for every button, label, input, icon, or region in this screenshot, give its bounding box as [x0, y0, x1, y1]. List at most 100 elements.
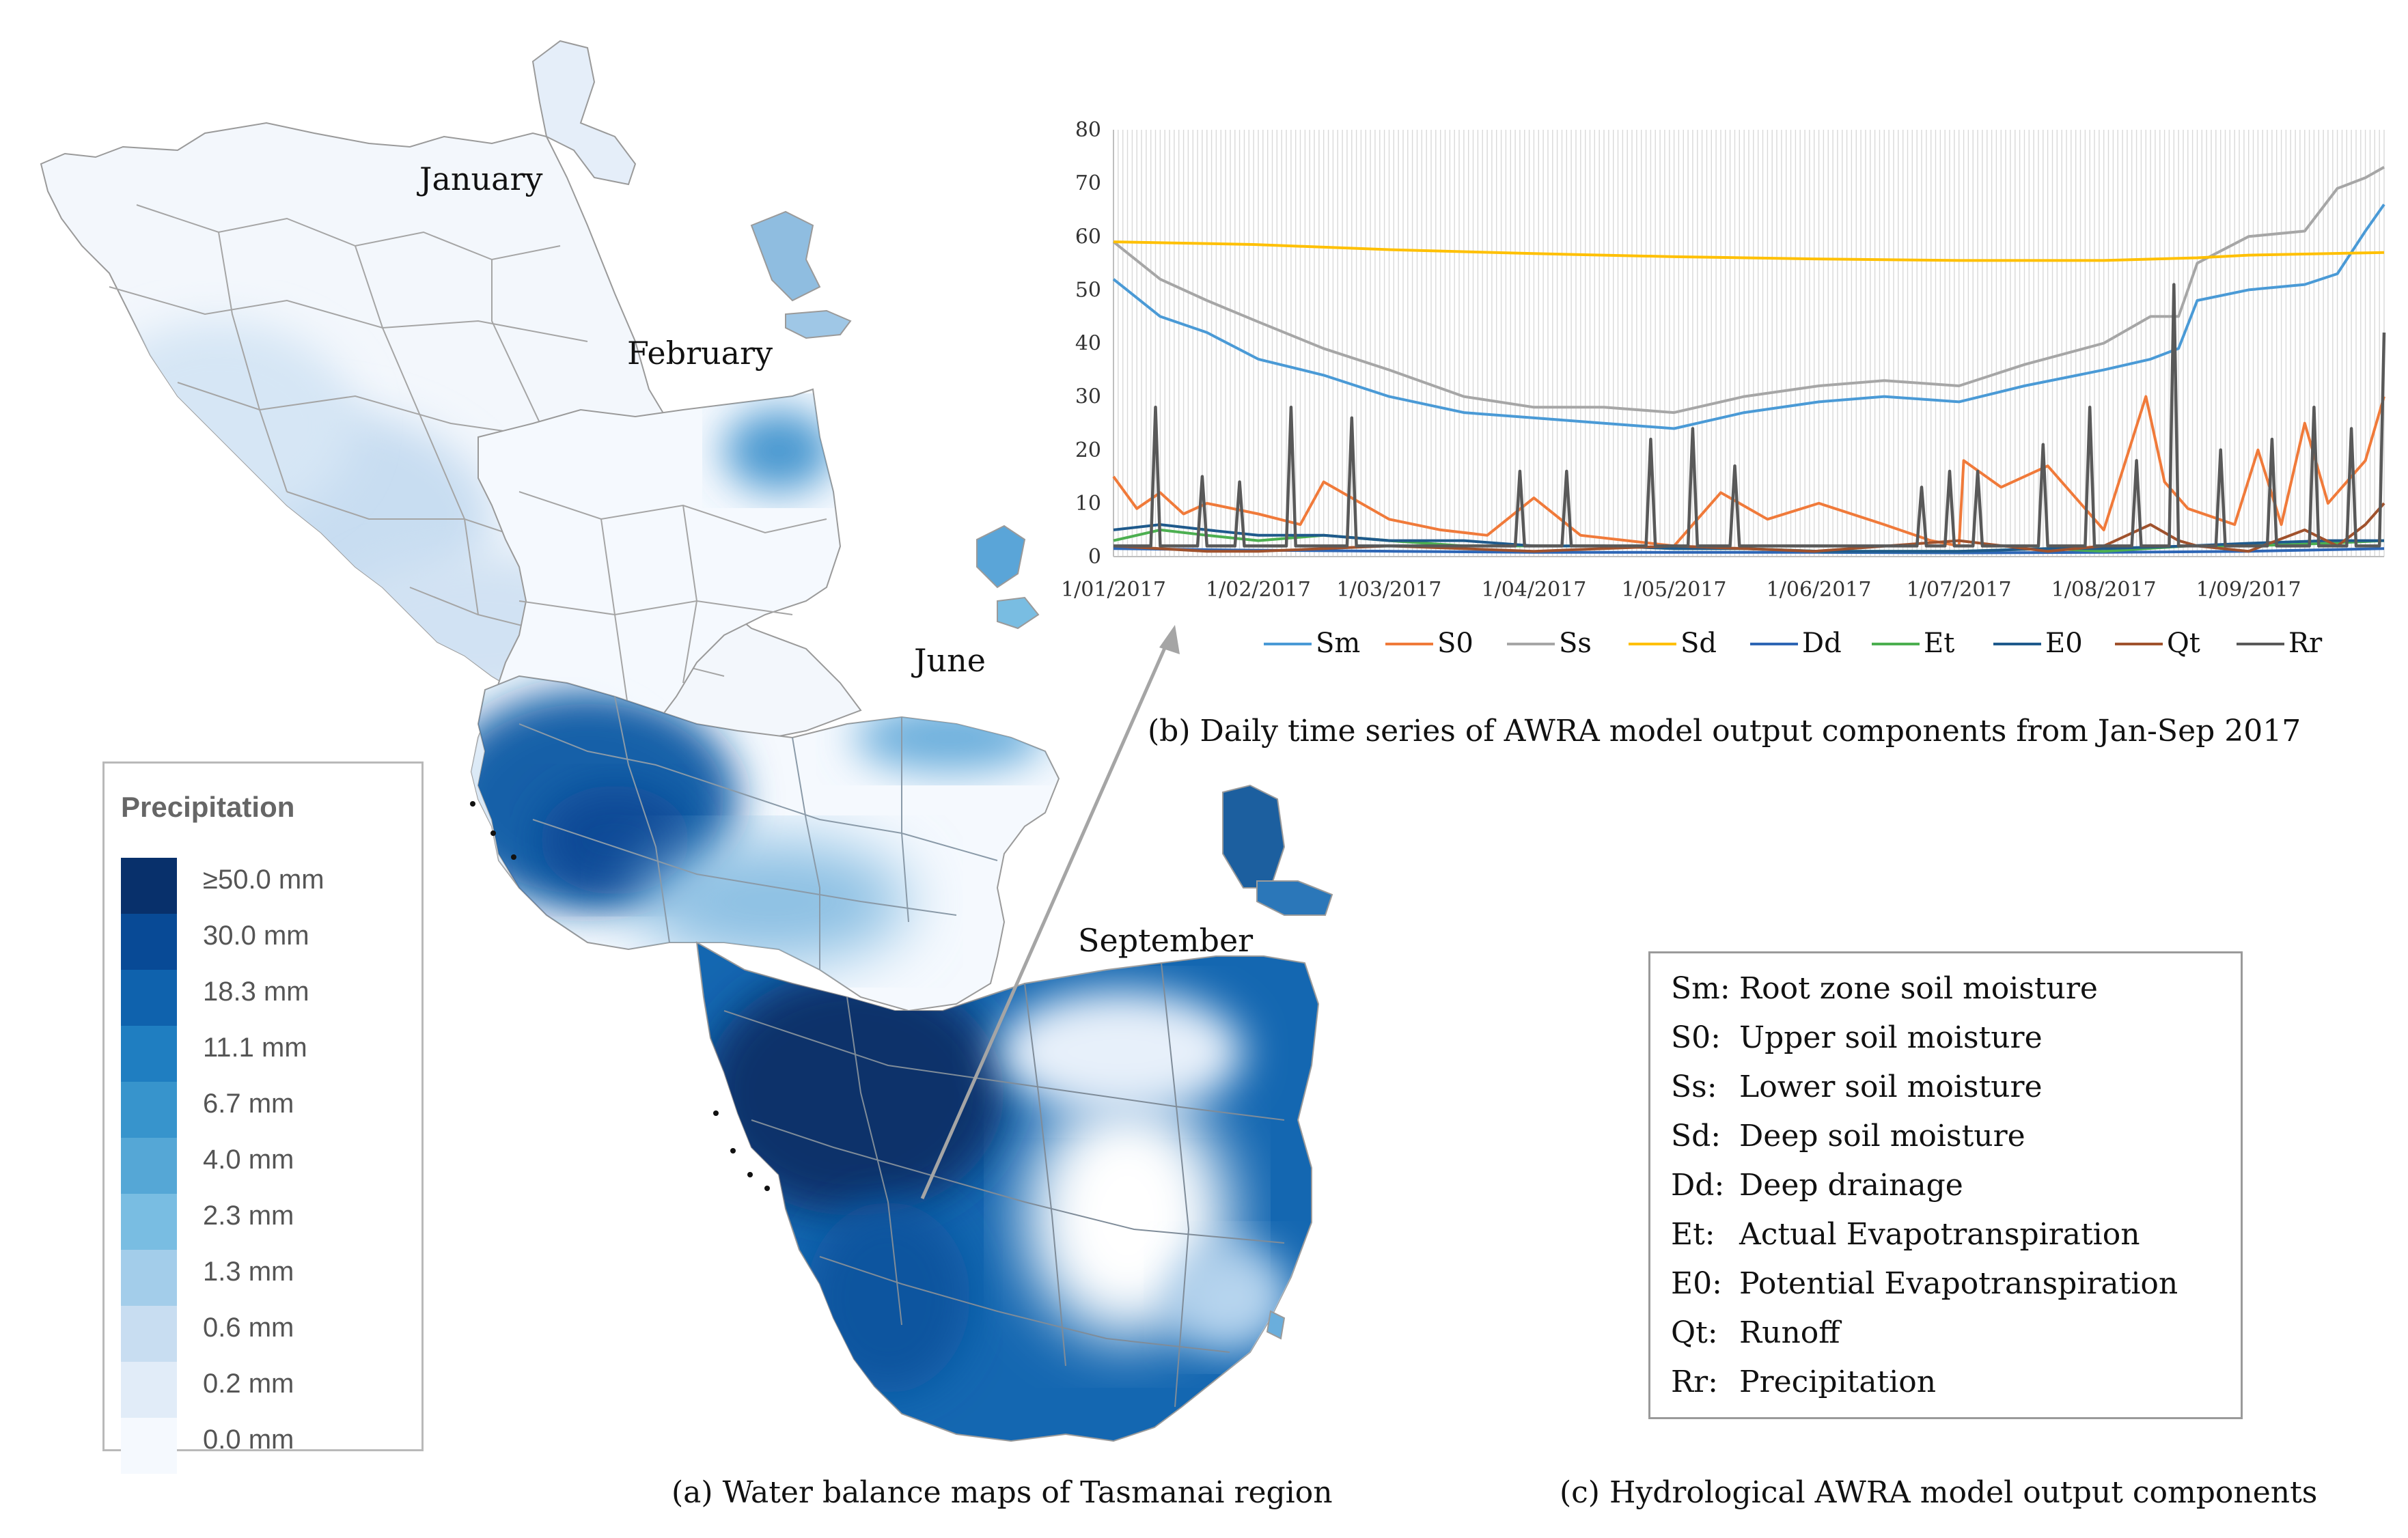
component-item: Et: Actual Evapotranspiration: [1671, 1217, 2140, 1252]
legend-entry-sm: Sm: [1316, 628, 1360, 659]
component-code: Qt:: [1671, 1315, 1718, 1350]
legend-item: 4.0 mm: [121, 1138, 408, 1194]
legend-label: 11.1 mm: [203, 1033, 307, 1063]
legend-swatch: [121, 1194, 177, 1250]
component-desc: Upper soil moisture: [1739, 1020, 2043, 1055]
legend-label: 0.2 mm: [203, 1369, 294, 1399]
legend-label: ≥50.0 mm: [203, 865, 324, 895]
legend-label: 4.0 mm: [203, 1145, 294, 1175]
component-code: Ss:: [1671, 1069, 1717, 1104]
series-line-rr: [1113, 283, 2386, 548]
legend-swatch: [121, 1418, 177, 1474]
y-tick-label: 10: [1075, 492, 1101, 516]
legend-item: 0.0 mm: [121, 1418, 408, 1474]
component-code: Et:: [1671, 1217, 1715, 1252]
legend-entry-et: Et: [1924, 628, 1954, 659]
legend-item: 0.6 mm: [121, 1306, 408, 1362]
component-desc: Runoff: [1739, 1315, 1840, 1350]
map-caption-text: Water balance maps of Tasmanai region: [722, 1475, 1333, 1510]
month-label-january: January: [419, 160, 543, 197]
chart-caption-label: (b): [1148, 714, 1191, 749]
x-tick-label: 1/08/2017: [2051, 578, 2157, 602]
component-item: S0: Upper soil moisture: [1671, 1020, 2043, 1055]
component-item: Sd: Deep soil moisture: [1671, 1119, 2025, 1154]
legend-swatch: [121, 914, 177, 970]
x-tick-label: 1/09/2017: [2196, 578, 2301, 602]
component-code: Rr:: [1671, 1365, 1718, 1399]
components-caption-label: (c): [1560, 1475, 1600, 1510]
component-item: Rr: Precipitation: [1671, 1365, 1936, 1399]
precipitation-legend: Precipitation ≥50.0 mm 30.0 mm 18.3 mm 11.1…: [102, 761, 424, 1474]
x-tick-label: 1/03/2017: [1337, 578, 1442, 602]
month-label-june: June: [914, 642, 986, 679]
legend-swatch: [121, 1082, 177, 1138]
legend-label: 0.0 mm: [203, 1425, 294, 1455]
chart-caption: (b) Daily time series of AWRA model outp…: [1148, 714, 2301, 749]
component-desc: Precipitation: [1739, 1365, 1937, 1399]
component-desc: Deep soil moisture: [1739, 1119, 2025, 1154]
x-tick-label: 1/04/2017: [1482, 578, 1587, 602]
map-caption: (a) Water balance maps of Tasmanai regio…: [672, 1475, 1333, 1510]
legend-entry-ss: Ss: [1559, 628, 1592, 659]
legend-entry-qt: Qt: [2167, 628, 2200, 659]
series-line-sm: [1112, 204, 2385, 430]
y-tick-label: 60: [1075, 225, 1101, 249]
series-line-dd: [1113, 547, 2385, 555]
legend-item: 6.7 mm: [121, 1082, 408, 1138]
legend-item: ≥50.0 mm: [121, 858, 408, 914]
series-line-s0: [1112, 395, 2385, 548]
legend-label: 1.3 mm: [203, 1257, 294, 1287]
legend-item: 11.1 mm: [121, 1026, 408, 1082]
component-desc: Actual Evapotranspiration: [1739, 1217, 2140, 1252]
y-tick-label: 20: [1075, 438, 1101, 462]
legend-swatch: [121, 970, 177, 1026]
component-code: Sm:: [1671, 971, 1730, 1006]
legend-entry-sd: Sd: [1680, 628, 1717, 659]
map-january: [40, 40, 862, 759]
y-tick-label: 30: [1075, 385, 1101, 409]
legend-item: 2.3 mm: [121, 1194, 408, 1250]
legend-swatch: [121, 858, 177, 914]
legend-label: 30.0 mm: [203, 921, 309, 951]
y-tick-label: 50: [1075, 278, 1101, 302]
component-item: Dd: Deep drainage: [1671, 1168, 1963, 1203]
components-caption: (c) Hydrological AWRA model output compo…: [1560, 1475, 2317, 1510]
x-tick-label: 1/05/2017: [1622, 578, 1727, 602]
chart-caption-text: Daily time series of AWRA model output c…: [1200, 714, 2301, 749]
component-desc: Root zone soil moisture: [1739, 971, 2098, 1006]
series-line-sd: [1113, 240, 2385, 262]
legend-item: 0.2 mm: [121, 1362, 408, 1418]
legend-label: 0.6 mm: [203, 1313, 294, 1343]
series-line-ss: [1112, 165, 2385, 415]
component-item: Sm: Root zone soil moisture: [1671, 971, 2098, 1006]
y-tick-label: 80: [1075, 118, 1101, 142]
component-code: Sd:: [1671, 1119, 1721, 1154]
component-desc: Potential Evapotranspiration: [1739, 1266, 2178, 1301]
component-code: Dd:: [1671, 1168, 1725, 1203]
x-tick-label: 1/06/2017: [1767, 578, 1872, 602]
time-series-chart: 0 10 20 30 40 50 60 70 80 1/01/2017 1/02/2017 1/03/…: [1061, 118, 2386, 659]
month-label-september: September: [1078, 922, 1254, 959]
x-tick-label: 1/01/2017: [1061, 578, 1166, 602]
legend-label: 2.3 mm: [203, 1201, 294, 1231]
y-tick-label: 0: [1088, 545, 1101, 569]
map-caption-label: (a): [672, 1475, 713, 1510]
component-item: Ss: Lower soil moisture: [1671, 1069, 2043, 1104]
component-code: E0:: [1671, 1266, 1722, 1301]
month-label-february: February: [627, 335, 773, 372]
components-box: Sm: Root zone soil moisture S0: Upper soil …: [1648, 951, 2243, 1419]
legend-entry-dd: Dd: [1802, 628, 1842, 659]
legend-label: 18.3 mm: [203, 977, 309, 1007]
y-tick-label: 70: [1075, 171, 1101, 195]
legend-title: Precipitation: [121, 791, 295, 823]
legend-item: 30.0 mm: [121, 914, 408, 970]
legend-item: 1.3 mm: [121, 1250, 408, 1306]
legend-item: 18.3 mm: [121, 970, 408, 1026]
components-caption-text: Hydrological AWRA model output component…: [1609, 1475, 2318, 1510]
daily-gridlines: [1113, 130, 2385, 557]
component-item: E0: Potential Evapotranspiration: [1671, 1266, 2178, 1301]
legend-swatch: [121, 1026, 177, 1082]
legend-entry-e0: E0: [2045, 628, 2083, 659]
legend-swatch: [121, 1362, 177, 1418]
